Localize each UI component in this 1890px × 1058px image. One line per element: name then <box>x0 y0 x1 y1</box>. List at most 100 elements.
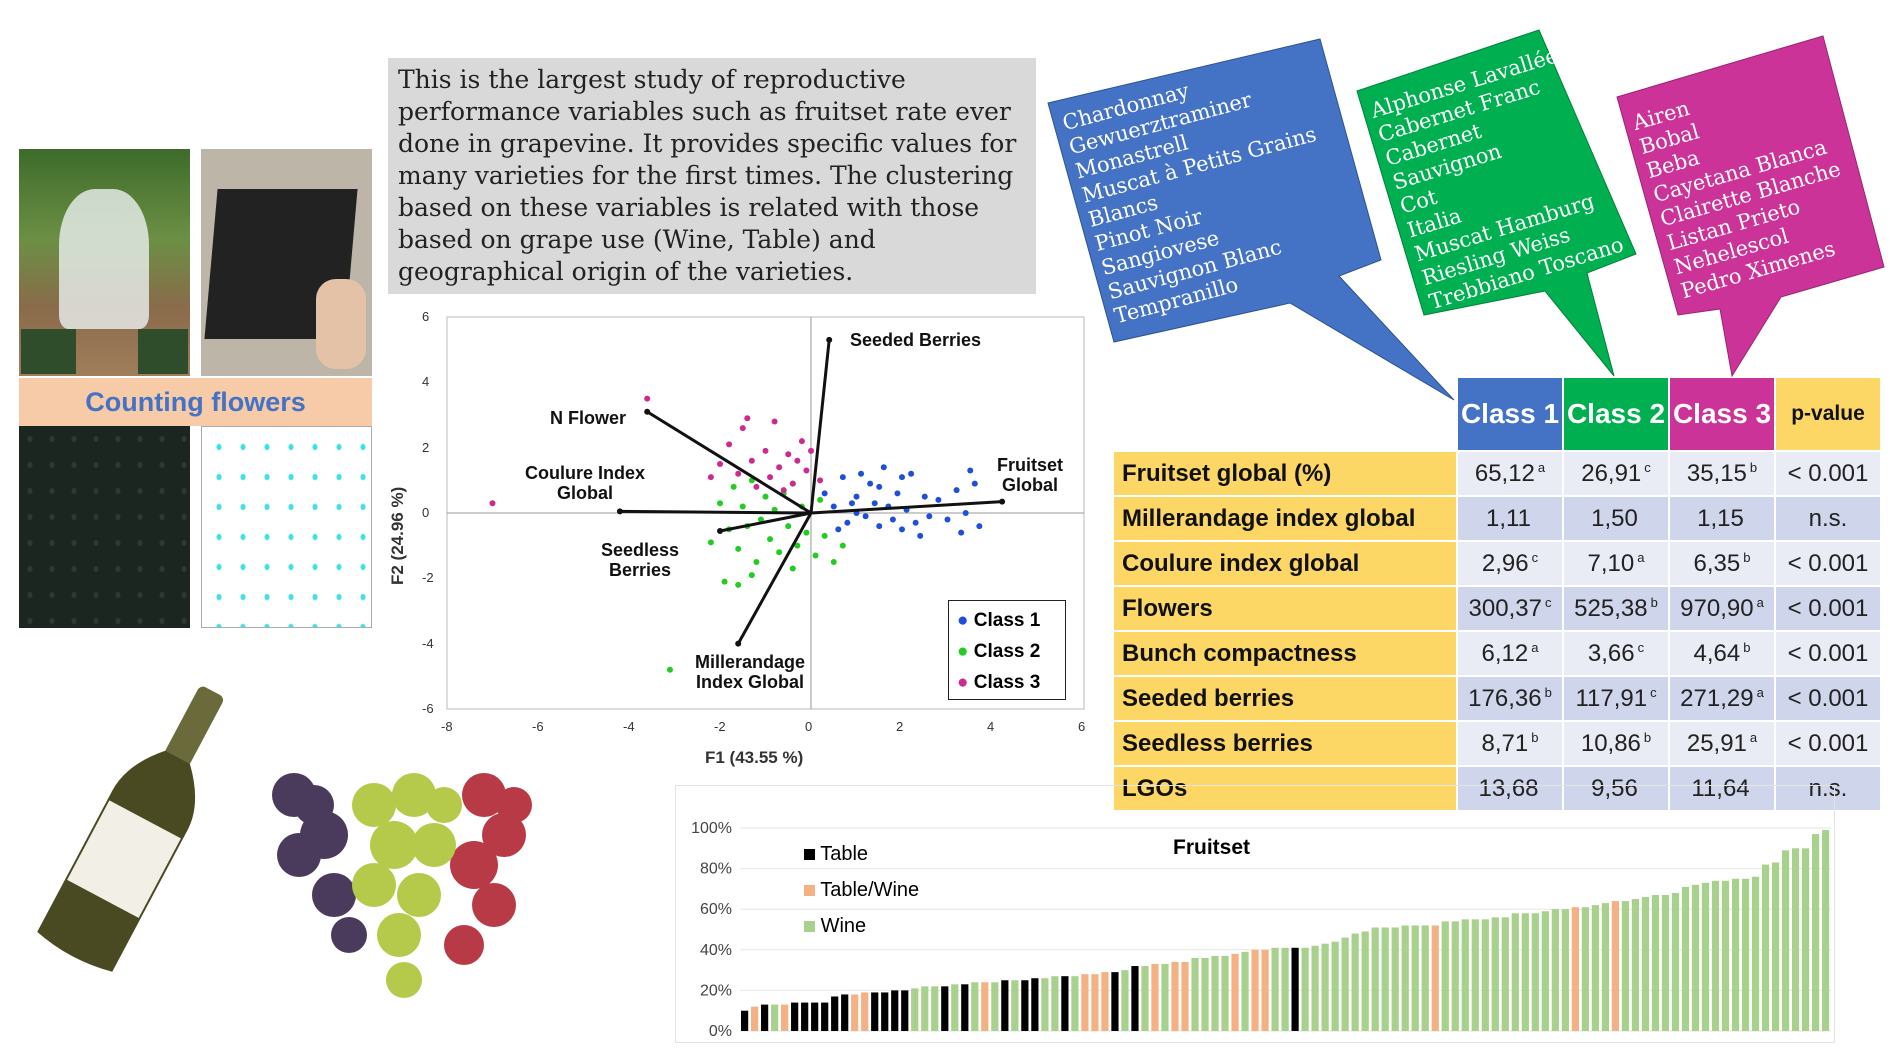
header-p-value: p-value <box>1776 378 1880 450</box>
pca-x-axis-label: F1 (43.55 %) <box>705 748 804 767</box>
class-2-point <box>666 666 673 673</box>
pca-legend: ● Class 1 ● Class 2 ● Class 3 <box>948 600 1066 700</box>
class-1-point <box>853 493 860 500</box>
legend-class-3: ● Class 3 <box>957 672 1041 693</box>
class-1-point <box>830 503 837 510</box>
significance-letter: b <box>1749 459 1758 475</box>
class-2-point <box>830 559 837 565</box>
class-1-point <box>867 480 874 487</box>
class-3-point <box>735 470 742 477</box>
fruitset-bar <box>1451 921 1459 1031</box>
table-row: Seeded berries 176,36 b 117,91 c 271,29 a < 0.0… <box>1114 677 1880 720</box>
y-tick-label: 2 <box>422 439 430 455</box>
fruitset-bar <box>1611 901 1620 1031</box>
class-1-point <box>917 532 924 539</box>
fruitset-bar <box>1331 941 1339 1031</box>
y-tick-label: 40% <box>700 942 732 959</box>
class-1-point <box>839 474 846 481</box>
p-value: < 0.001 <box>1776 722 1880 765</box>
fruitset-bar <box>1651 894 1660 1031</box>
fruitset-bar <box>1301 947 1309 1031</box>
fruitset-bar <box>1291 947 1299 1031</box>
class-1-value: 176,36 b <box>1458 677 1562 720</box>
fruitset-bar <box>1391 927 1399 1031</box>
fruitset-bar <box>1551 909 1559 1031</box>
table-row: Coulure index global 2,96 c 7,10 a 6,35 b < 0.0… <box>1114 542 1880 585</box>
class-3-value: 35,15 b <box>1670 452 1774 495</box>
significance-letter: b <box>1544 684 1552 700</box>
fruitset-bar <box>1271 947 1279 1031</box>
fruitset-bar <box>891 990 899 1031</box>
class-3-point <box>808 447 814 454</box>
vector-endpoint <box>644 408 651 415</box>
fruitset-bar <box>1751 876 1760 1031</box>
y-tick-label: 4 <box>422 374 430 390</box>
fruitset-bar <box>1221 955 1229 1031</box>
class-2-point <box>735 581 742 588</box>
fruitset-bar <box>911 988 919 1031</box>
fruitset-bar <box>961 984 969 1031</box>
pca-y-axis-label: F2 (24.96 %) <box>388 486 407 585</box>
class-1-callout <box>1047 38 1455 401</box>
class-3-value: 25,91 a <box>1670 722 1774 765</box>
class-2-value: 9,56 <box>1564 767 1668 810</box>
class-1-point <box>953 487 960 494</box>
fruitset-bar <box>1781 850 1790 1031</box>
fruitset-bar <box>1801 848 1810 1031</box>
fruitset-bar <box>1821 830 1830 1031</box>
vineyard-photo <box>19 149 190 376</box>
class-1-point <box>962 510 969 516</box>
fruitset-bar <box>1031 978 1039 1031</box>
fruitset-bar <box>1381 927 1389 1031</box>
class-1-value: 1,11 <box>1458 497 1562 540</box>
class-1-point <box>944 516 951 523</box>
class-2-point <box>757 516 764 523</box>
fruitset-bar <box>781 1004 789 1031</box>
fruitset-bar <box>1731 878 1740 1031</box>
class-2-value: 10,86 b <box>1564 722 1668 765</box>
y-tick-label: 60% <box>700 901 732 918</box>
fruitset-bar-chart: 100% 80% 60% 40% 20% 0% Fruitset Table Table/… <box>675 785 1835 1043</box>
significance-letter: b <box>1743 549 1751 565</box>
header-class-1: Class 1 <box>1458 378 1562 450</box>
x-tick-label: 6 <box>1078 719 1086 734</box>
fruitset-bar <box>1601 903 1609 1031</box>
significance-letter: c <box>1637 639 1645 655</box>
fruitset-bar <box>1261 949 1269 1031</box>
vector-endpoint <box>735 640 742 647</box>
table-row: LGOs 13,68 9,56 11,64 n.s. <box>1114 767 1880 810</box>
x-tick-label: 0 <box>805 719 813 734</box>
header-class-2: Class 2 <box>1564 378 1668 450</box>
class-1-point <box>908 470 915 477</box>
legend-table-wine: Table/Wine <box>804 872 919 908</box>
class-1-point <box>971 480 978 487</box>
table-row: Bunch compactness 6,12 a 3,66 c 4,64 b < 0.001 <box>1114 632 1880 675</box>
fruitset-bar <box>1021 980 1029 1031</box>
fruitset-bar <box>841 994 849 1031</box>
fruitset-bar <box>741 1010 749 1031</box>
wine-bottle-image <box>37 686 224 972</box>
class-3-point <box>762 447 769 454</box>
class-3-point <box>771 418 778 425</box>
class-1-point <box>899 474 905 481</box>
vector-endpoint <box>999 498 1006 505</box>
p-value: n.s. <box>1776 767 1880 810</box>
fruitset-bar <box>1661 894 1670 1031</box>
loading-vector <box>719 511 812 533</box>
fruitset-bar <box>1121 970 1129 1031</box>
fruitset-bar <box>1691 884 1700 1031</box>
fruitset-bar <box>1641 897 1650 1031</box>
fruitset-bar <box>1411 925 1419 1031</box>
class-1-point <box>844 519 851 526</box>
fruitset-bar <box>751 1006 759 1031</box>
class-2-value: 7,10 a <box>1564 542 1668 585</box>
p-value: n.s. <box>1776 497 1880 540</box>
class-1-point <box>862 513 869 520</box>
class-2-point <box>812 552 819 559</box>
fruitset-bar <box>1151 964 1159 1031</box>
fruitset-bar <box>871 992 879 1031</box>
class-2-point <box>721 578 728 585</box>
class-3-value: 970,90 a <box>1670 587 1774 630</box>
class-3-point <box>644 395 651 402</box>
table-row: Flowers 300,37 c 525,38 b 970,90 a < 0.001 <box>1114 587 1880 630</box>
